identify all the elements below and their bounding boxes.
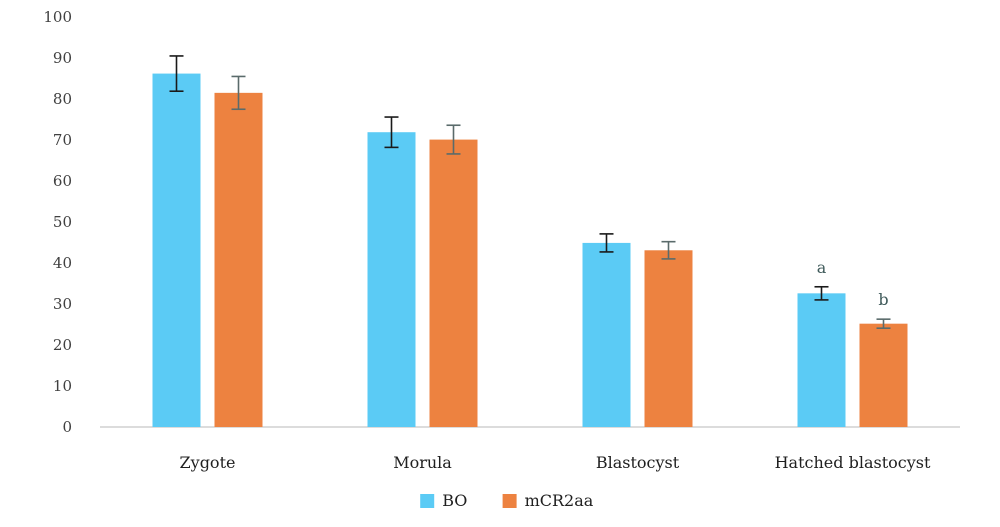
bar-mcr2aa-morula — [429, 139, 478, 427]
y-tick-label: 40 — [53, 254, 72, 272]
significance-label: b — [878, 290, 888, 309]
y-tick-label: 30 — [53, 295, 72, 313]
bar-mcr2aa-zygote — [214, 92, 263, 427]
y-tick-label: 90 — [53, 49, 72, 67]
legend-label-mcr2aa: mCR2aa — [525, 491, 594, 510]
y-tick-label: 50 — [53, 213, 72, 231]
bar-bo-hatched-blastocyst — [797, 293, 846, 427]
y-tick-label: 70 — [53, 131, 72, 149]
bar-mcr2aa-hatched-blastocyst — [859, 323, 908, 427]
bars-layer — [152, 55, 908, 427]
legend: BO mCR2aa — [420, 491, 594, 510]
x-category-label: Blastocyst — [596, 453, 680, 472]
bar-bo-morula — [367, 132, 416, 427]
x-category-label: Hatched blastocyst — [775, 453, 931, 472]
y-tick-label: 80 — [53, 90, 72, 108]
significance-label: a — [817, 258, 827, 277]
legend-swatch-mcr2aa — [502, 494, 517, 508]
labels-layer: Zygote Morula Blastocyst Hatched blastocyst… — [180, 258, 931, 472]
x-category-label: Zygote — [180, 453, 236, 472]
y-tick-label: 100 — [43, 8, 72, 26]
legend-label-bo: BO — [442, 491, 467, 510]
y-tick-label: 0 — [62, 418, 72, 436]
y-tick-label: 20 — [53, 336, 72, 354]
x-category-label: Morula — [393, 453, 452, 472]
y-tick-label: 60 — [53, 172, 72, 190]
axis-layer: 0 10 20 30 40 50 60 70 80 90 100 — [43, 8, 960, 436]
legend-swatch-bo — [420, 494, 435, 508]
bar-mcr2aa-blastocyst — [644, 250, 693, 427]
bar-bo-zygote — [152, 73, 201, 427]
bar-bo-blastocyst — [582, 242, 631, 427]
y-tick-label: 10 — [53, 377, 72, 395]
